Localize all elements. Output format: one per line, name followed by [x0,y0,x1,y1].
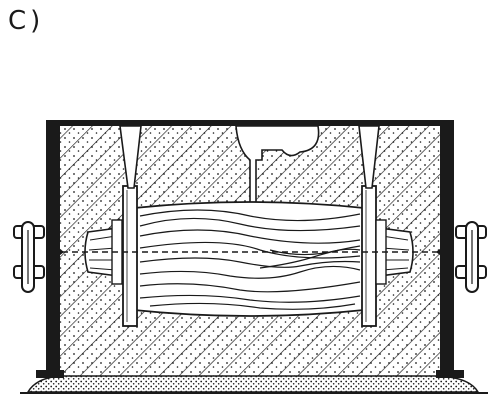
wooden-pattern [133,201,365,317]
sand-bed [20,375,488,394]
pattern-flanges [122,185,377,327]
wood-grain [139,209,361,310]
sprue [235,125,320,247]
flask-frame [36,120,464,378]
vent-pins [119,125,380,189]
flask-pins [13,221,487,293]
panel-label: C) [8,6,45,36]
